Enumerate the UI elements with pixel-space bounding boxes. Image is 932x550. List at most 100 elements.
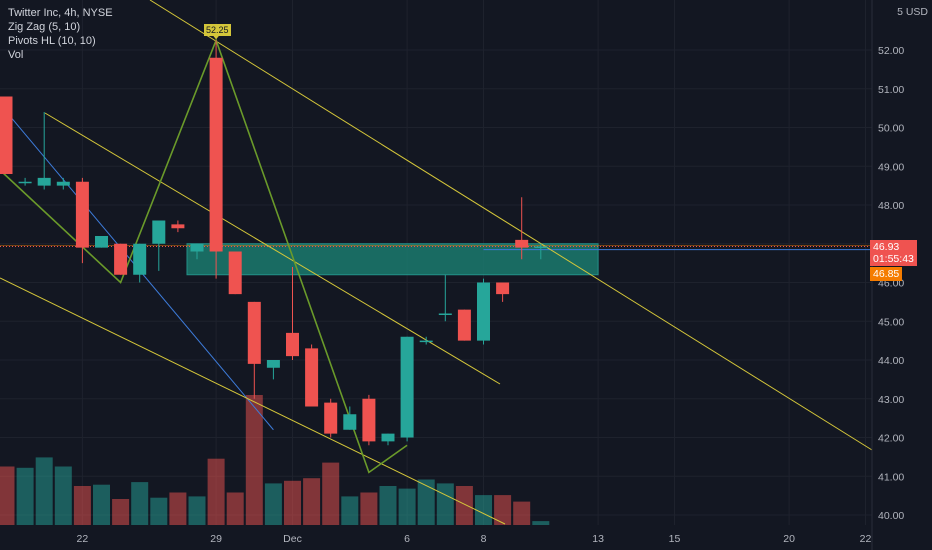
x-tick-label: 22 xyxy=(860,533,872,545)
x-tick-label: 15 xyxy=(669,533,681,545)
candle-body xyxy=(0,96,13,174)
y-tick-label: 48.00 xyxy=(878,200,904,212)
candle-body xyxy=(247,301,261,364)
candle-body xyxy=(286,332,299,357)
candle-body xyxy=(496,282,510,295)
zone-rect xyxy=(186,243,599,276)
trend-line-mid xyxy=(44,112,501,385)
y-tick-label: 49.00 xyxy=(878,161,904,173)
volume-bar xyxy=(188,496,206,525)
legend-zigzag[interactable]: Zig Zag (5, 10) xyxy=(8,21,81,33)
volume-bar xyxy=(207,458,225,525)
candle-body xyxy=(209,57,223,252)
volume-bar xyxy=(379,486,397,525)
candle-body xyxy=(18,181,32,184)
trend-line-lower xyxy=(0,277,506,525)
volume-bar xyxy=(303,478,321,525)
y-tick-label: 50.00 xyxy=(878,123,904,135)
volume-bar xyxy=(532,521,550,525)
volume-bar xyxy=(417,479,435,525)
candle-body xyxy=(362,398,376,442)
candle-body xyxy=(266,360,280,368)
currency-label: USD xyxy=(905,6,928,18)
candle-body xyxy=(171,224,185,229)
axis-top-partial: 5 xyxy=(897,6,903,18)
candle-body xyxy=(228,251,242,295)
candle-body xyxy=(133,243,147,275)
volume-bar xyxy=(513,501,531,525)
y-tick-label: 42.00 xyxy=(878,433,904,445)
candle-body xyxy=(152,220,166,244)
y-tick-label: 44.00 xyxy=(878,355,904,367)
x-tick-label: 29 xyxy=(210,533,222,545)
candle-body xyxy=(400,336,414,438)
last-price: 46.93 xyxy=(873,241,900,253)
volume-bar xyxy=(475,495,492,525)
volume-bar xyxy=(16,467,34,525)
volume-bar xyxy=(455,486,473,525)
candle-body xyxy=(343,414,357,430)
x-tick-label: 6 xyxy=(404,533,410,545)
volume-bar xyxy=(131,482,149,525)
volume-bar xyxy=(322,462,340,525)
volume-bar xyxy=(264,483,282,525)
y-tick-label: 51.00 xyxy=(878,84,904,96)
volume-bar xyxy=(436,483,454,525)
volume-bar xyxy=(35,457,53,525)
volume-bar xyxy=(494,495,512,525)
chart-legend: Twitter Inc, 4h, NYSE Zig Zag (5, 10) Pi… xyxy=(8,6,113,62)
volume-bar xyxy=(0,466,15,525)
candle-body xyxy=(37,177,51,186)
supply-demand-zone[interactable] xyxy=(186,243,599,276)
last-price-tag: 46.93 01:55:43 xyxy=(870,240,917,266)
y-tick-label: 43.00 xyxy=(878,394,904,406)
secondary-price-tag: 46.85 xyxy=(870,267,903,281)
volume-bar xyxy=(54,466,72,525)
trend-line-upper xyxy=(149,0,873,451)
volume-bar xyxy=(93,484,110,525)
volume-bar xyxy=(245,395,263,525)
volume-bar xyxy=(150,497,168,525)
candle-body xyxy=(381,433,395,442)
candle-body xyxy=(95,236,108,248)
volume-bar xyxy=(284,480,301,525)
candle-body xyxy=(190,243,204,252)
volume-bar xyxy=(73,486,91,525)
volume-bars xyxy=(0,395,550,525)
y-tick-label: 52.00 xyxy=(878,45,904,57)
volume-bar xyxy=(398,488,416,525)
x-tick-label: 8 xyxy=(481,533,487,545)
volume-bar xyxy=(169,492,187,525)
candle-body xyxy=(419,340,433,343)
y-tick-label: 41.00 xyxy=(878,471,904,483)
candle-body xyxy=(324,402,338,434)
x-tick-label: 22 xyxy=(77,533,89,545)
candle-body xyxy=(457,309,471,341)
x-tick-label: 20 xyxy=(783,533,795,545)
time-axis[interactable]: 22 29 Dec 6 8 13 15 20 22 xyxy=(77,533,872,545)
volume-bar xyxy=(360,492,378,525)
legend-pivots[interactable]: Pivots HL (10, 10) xyxy=(8,35,96,47)
candle-body xyxy=(305,348,319,407)
currency-unit[interactable]: 5 USD xyxy=(897,6,928,18)
candle-body xyxy=(438,313,452,315)
legend-volume[interactable]: Vol xyxy=(8,49,24,61)
x-tick-label: 13 xyxy=(592,533,604,545)
x-tick-label: Dec xyxy=(283,533,302,545)
y-tick-label: 45.00 xyxy=(878,316,904,328)
volume-bar xyxy=(226,492,244,525)
candle-body xyxy=(114,243,128,275)
candle-body xyxy=(477,282,490,341)
peak-label: 52.25 xyxy=(204,24,231,36)
candle-body xyxy=(515,239,529,248)
volume-bar xyxy=(341,496,359,525)
candle-body xyxy=(56,181,70,186)
bar-countdown: 01:55:43 xyxy=(873,253,914,265)
candlesticks[interactable] xyxy=(0,40,548,446)
candle-body xyxy=(534,246,548,248)
y-tick-label: 40.00 xyxy=(878,510,904,522)
legend-symbol[interactable]: Twitter Inc, 4h, NYSE xyxy=(8,7,113,19)
volume-bar xyxy=(112,499,130,525)
candle-body xyxy=(75,181,89,248)
